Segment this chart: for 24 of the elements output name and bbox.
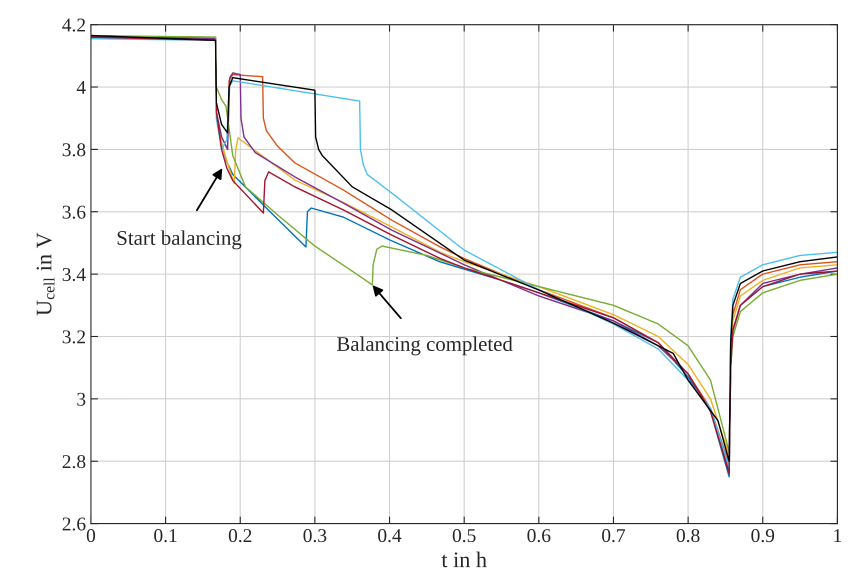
x-tick-label: 0.1 xyxy=(154,529,177,542)
y-tick-label: 2.6 xyxy=(62,517,86,531)
x-axis-title: t in h xyxy=(442,552,487,568)
x-tick-label: 0.8 xyxy=(676,529,700,542)
x-tick-label: 0.2 xyxy=(228,529,252,542)
annotation: Balancing completed xyxy=(336,336,513,356)
x-tick-label: 0.7 xyxy=(602,529,626,542)
y-tick-label: 4 xyxy=(76,80,86,94)
y-tick-label: 4.2 xyxy=(62,18,86,32)
y-tick-label: 2.8 xyxy=(62,455,86,468)
x-tick-label: 0.3 xyxy=(303,529,326,542)
y-tick-label: 3.8 xyxy=(62,143,86,156)
x-tick-label: 0.5 xyxy=(452,529,476,542)
y-tick-label: 3.4 xyxy=(62,268,86,282)
x-tick-label: 0.6 xyxy=(527,529,550,542)
y-tick-label: 3.6 xyxy=(62,206,86,219)
y-tick-label: 3 xyxy=(77,392,86,406)
y-axis-title: U$_{cell}$ in V xyxy=(36,232,55,316)
x-tick-label: 0 xyxy=(86,529,96,542)
x-tick-label: 1 xyxy=(834,529,842,542)
x-tick-label: 0.9 xyxy=(751,529,774,542)
x-tick-label: 0.4 xyxy=(378,529,402,542)
annotation: Start balancing xyxy=(118,230,242,250)
y-tick-label: 3.2 xyxy=(62,330,86,344)
